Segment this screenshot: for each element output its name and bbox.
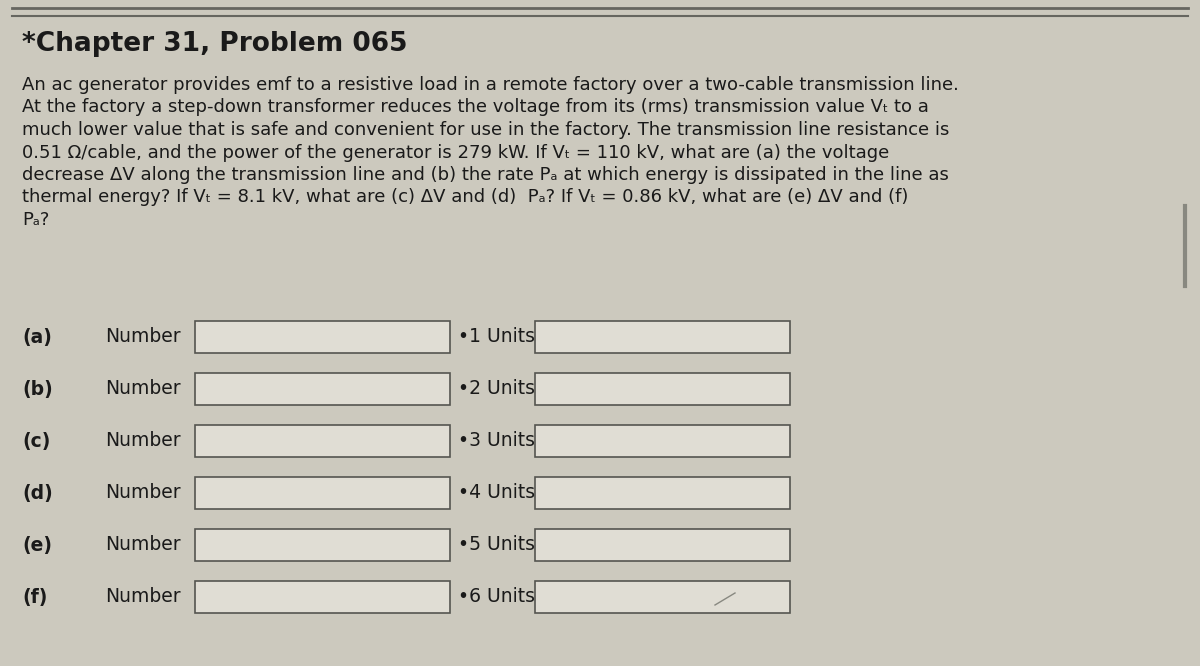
- Text: (a): (a): [22, 328, 52, 346]
- Bar: [194, 477, 450, 509]
- Text: (d): (d): [22, 484, 53, 503]
- Text: •2 Units: •2 Units: [458, 380, 535, 398]
- Text: At the factory a step-down transformer reduces the voltage from its (rms) transm: At the factory a step-down transformer r…: [22, 99, 929, 117]
- Bar: [535, 373, 790, 405]
- Text: •6 Units: •6 Units: [458, 587, 535, 607]
- Text: (b): (b): [22, 380, 53, 398]
- Text: 0.51 Ω/cable, and the power of the generator is 279 kW. If Vₜ = 110 kV, what are: 0.51 Ω/cable, and the power of the gener…: [22, 143, 889, 161]
- Text: decrease ΔV along the transmission line and (b) the rate Pₐ at which energy is d: decrease ΔV along the transmission line …: [22, 166, 949, 184]
- Bar: [535, 425, 790, 457]
- Text: •5 Units: •5 Units: [458, 535, 535, 555]
- Text: much lower value that is safe and convenient for use in the factory. The transmi: much lower value that is safe and conven…: [22, 121, 949, 139]
- Text: *Chapter 31, Problem 065: *Chapter 31, Problem 065: [22, 31, 408, 57]
- Text: An ac generator provides emf to a resistive load in a remote factory over a two-: An ac generator provides emf to a resist…: [22, 76, 959, 94]
- Text: Number: Number: [106, 380, 181, 398]
- Bar: [194, 373, 450, 405]
- Bar: [535, 529, 790, 561]
- Bar: [194, 529, 450, 561]
- Text: Number: Number: [106, 432, 181, 450]
- Text: •4 Units: •4 Units: [458, 484, 535, 503]
- Text: thermal energy? If Vₜ = 8.1 kV, what are (c) ΔV and (d)  Pₐ? If Vₜ = 0.86 kV, wh: thermal energy? If Vₜ = 8.1 kV, what are…: [22, 188, 908, 206]
- Text: •3 Units: •3 Units: [458, 432, 535, 450]
- Text: (c): (c): [22, 432, 50, 450]
- Text: Pₐ?: Pₐ?: [22, 211, 49, 229]
- Text: Number: Number: [106, 535, 181, 555]
- Bar: [194, 321, 450, 353]
- Text: Number: Number: [106, 484, 181, 503]
- Bar: [194, 425, 450, 457]
- Text: (e): (e): [22, 535, 52, 555]
- Text: (f): (f): [22, 587, 47, 607]
- Bar: [535, 581, 790, 613]
- Text: Number: Number: [106, 328, 181, 346]
- Bar: [535, 321, 790, 353]
- Bar: [194, 581, 450, 613]
- Text: •1 Units: •1 Units: [458, 328, 535, 346]
- Text: Number: Number: [106, 587, 181, 607]
- Bar: [535, 477, 790, 509]
